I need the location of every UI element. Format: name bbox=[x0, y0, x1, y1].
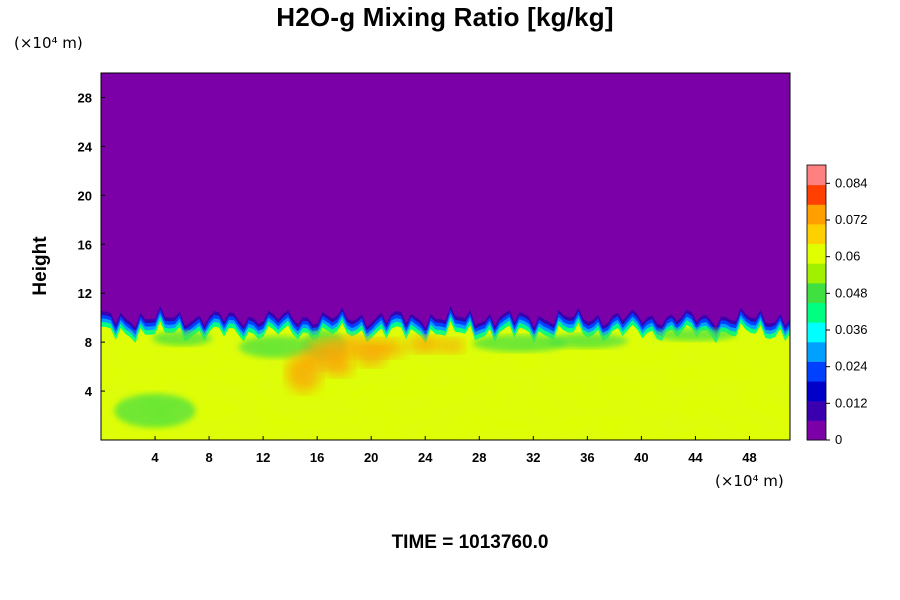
colorbar-swatch bbox=[807, 263, 826, 284]
x-tick-label: 4 bbox=[151, 450, 159, 465]
colorbar-swatch bbox=[807, 420, 826, 441]
colorbar-tick-label: 0.024 bbox=[835, 359, 868, 374]
colorbar-tick-label: 0.084 bbox=[835, 175, 868, 190]
colorbar-swatch bbox=[807, 322, 826, 343]
colorbar-swatch bbox=[807, 184, 826, 205]
colorbar-tick-label: 0 bbox=[835, 432, 842, 447]
y-tick-label: 16 bbox=[78, 237, 92, 252]
x-tick-label: 44 bbox=[688, 450, 703, 465]
x-tick-label: 40 bbox=[634, 450, 648, 465]
colorbar-tick-label: 0.048 bbox=[835, 285, 868, 300]
colorbar-swatch bbox=[807, 361, 826, 382]
field-texture bbox=[101, 329, 790, 440]
time-label: TIME = 1013760.0 bbox=[391, 532, 549, 553]
colorbar-swatch bbox=[807, 302, 826, 323]
y-tick-label: 4 bbox=[85, 384, 93, 399]
x-tick-label: 48 bbox=[742, 450, 756, 465]
colorbar: 0 0.012 0.024 0.036 0.048 0.06 0.072 0.084 bbox=[806, 164, 868, 447]
x-tick-label: 36 bbox=[580, 450, 594, 465]
x-tick-label: 12 bbox=[256, 450, 270, 465]
y-tick-label: 12 bbox=[78, 286, 92, 301]
colorbar-tick-label: 0.012 bbox=[835, 395, 868, 410]
colorbar-frame bbox=[806, 164, 827, 441]
colorbar-swatch bbox=[807, 223, 826, 245]
heatmap-field bbox=[101, 73, 790, 440]
dry-layer-region bbox=[101, 73, 790, 338]
colorbar-swatch bbox=[807, 165, 826, 186]
x-tick-label: 24 bbox=[418, 450, 433, 465]
chart-title: H2O-g Mixing Ratio [kg/kg] bbox=[276, 2, 614, 32]
colorbar-tick-label: 0.036 bbox=[835, 322, 868, 337]
colorbar-swatch bbox=[807, 341, 826, 362]
y-tick-label: 28 bbox=[78, 90, 92, 105]
y-unit-label: (×10⁴ m) bbox=[14, 34, 83, 52]
y-tick-label: 24 bbox=[78, 139, 93, 154]
colorbar-swatch bbox=[807, 243, 826, 264]
x-tick-label: 8 bbox=[205, 450, 212, 465]
colorbar-swatch bbox=[807, 400, 826, 421]
y-tick-label: 20 bbox=[78, 188, 92, 203]
x-tick-label: 28 bbox=[472, 450, 486, 465]
x-ticks: 4 8 12 16 20 24 28 32 36 40 44 48 bbox=[151, 436, 757, 465]
colorbar-swatch bbox=[807, 204, 826, 225]
colorbar-tick-label: 0.072 bbox=[835, 212, 868, 227]
x-tick-label: 20 bbox=[364, 450, 378, 465]
plot-frame bbox=[100, 72, 791, 441]
x-tick-label: 16 bbox=[310, 450, 324, 465]
x-tick-label: 32 bbox=[526, 450, 540, 465]
x-unit-label: (×10⁴ m) bbox=[715, 472, 784, 490]
colorbar-swatch bbox=[807, 282, 826, 303]
y-ticks: 4 8 12 16 20 24 28 bbox=[78, 90, 105, 399]
colorbar-swatch bbox=[807, 381, 826, 402]
colorbar-tick-label: 0.06 bbox=[835, 249, 860, 264]
y-tick-label: 8 bbox=[85, 335, 92, 350]
